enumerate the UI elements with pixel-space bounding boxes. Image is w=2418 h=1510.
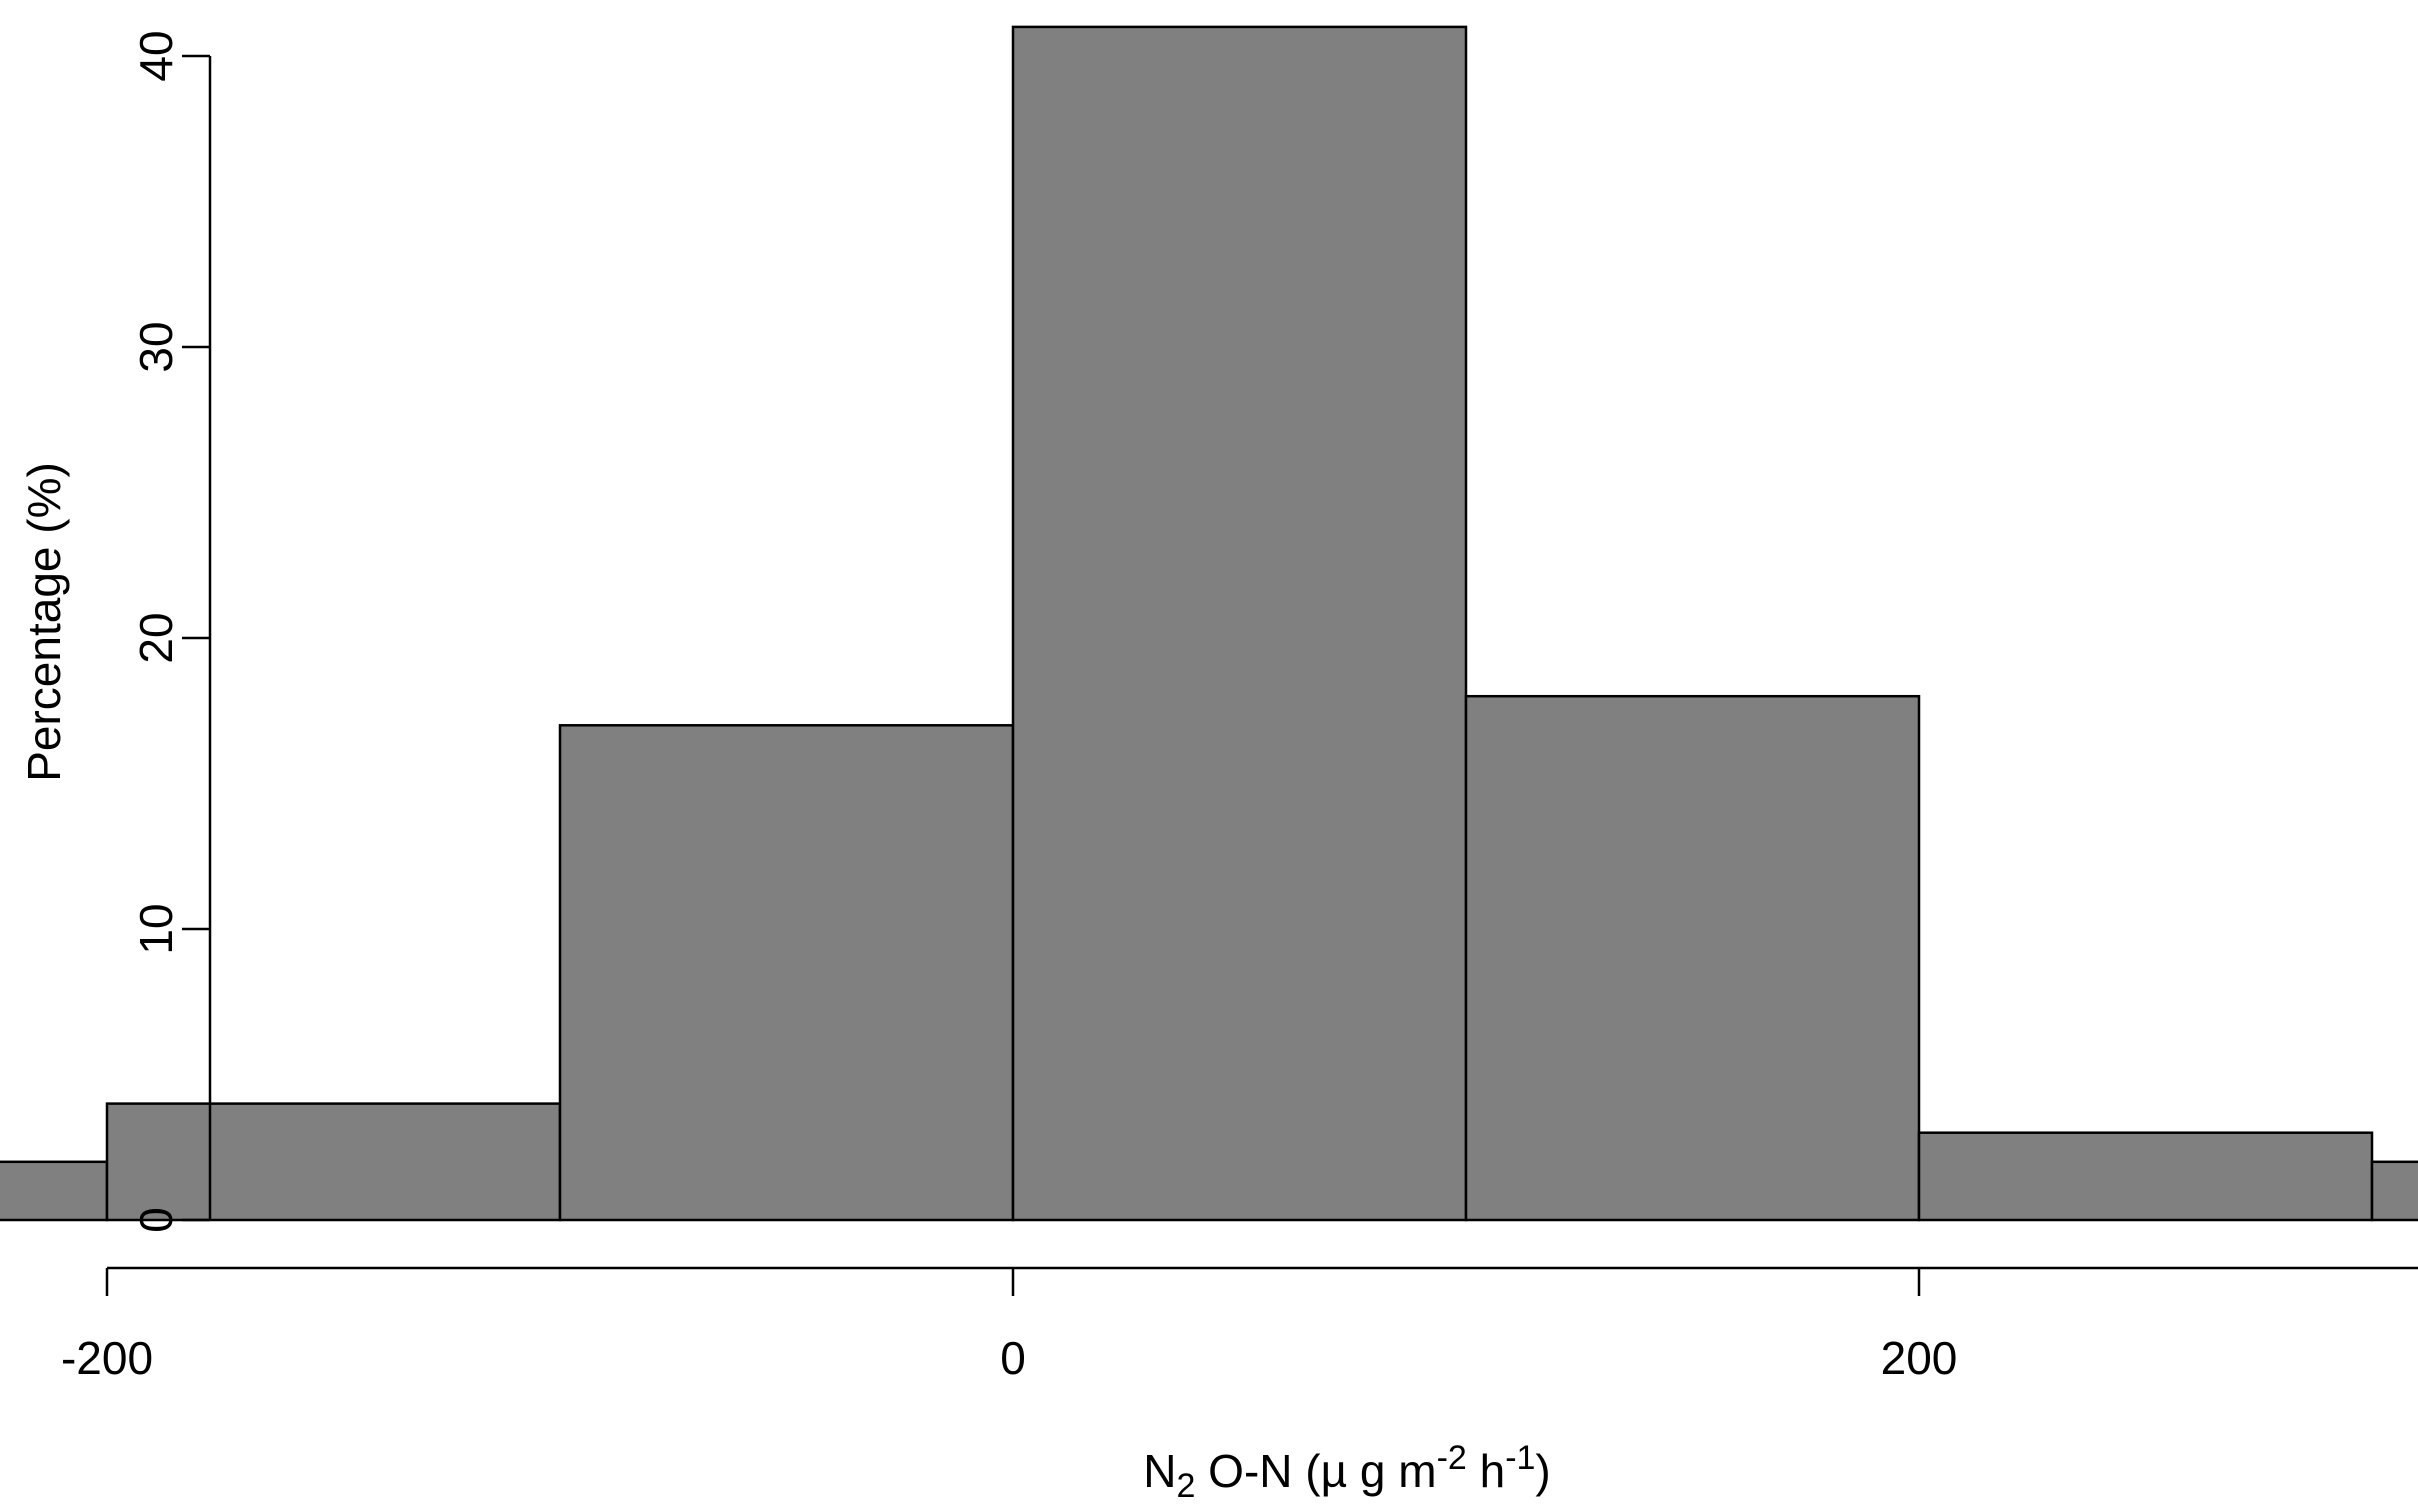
- y-axis-title: Percentage (%): [18, 462, 70, 782]
- histogram-bar: [1917, 1131, 2374, 1222]
- y-tick-label: 20: [130, 612, 182, 663]
- histogram-bar: [1464, 694, 1921, 1222]
- histogram-bar: [558, 724, 1015, 1222]
- histogram-bars: [0, 25, 2418, 1222]
- histogram-bar: [0, 1160, 109, 1222]
- y-tick-label: 40: [130, 30, 182, 81]
- y-tick-label: 0: [130, 1207, 182, 1233]
- y-tick-label: 10: [130, 903, 182, 954]
- y-tick-label: 30: [130, 321, 182, 372]
- histogram-bar: [1011, 25, 1468, 1222]
- histogram-bar: [105, 1102, 562, 1222]
- x-tick-label: -200: [61, 1332, 153, 1384]
- x-tick-label: 200: [1881, 1332, 1958, 1384]
- x-axis: -2000200400600: [61, 1266, 2418, 1384]
- x-axis-title: N2 O-N (µ g m-2 h-1): [1143, 1439, 1551, 1505]
- y-axis: 0 10 20 30 40: [130, 30, 212, 1233]
- x-tick-label: 0: [1000, 1332, 1026, 1384]
- histogram-bar: [2370, 1160, 2418, 1222]
